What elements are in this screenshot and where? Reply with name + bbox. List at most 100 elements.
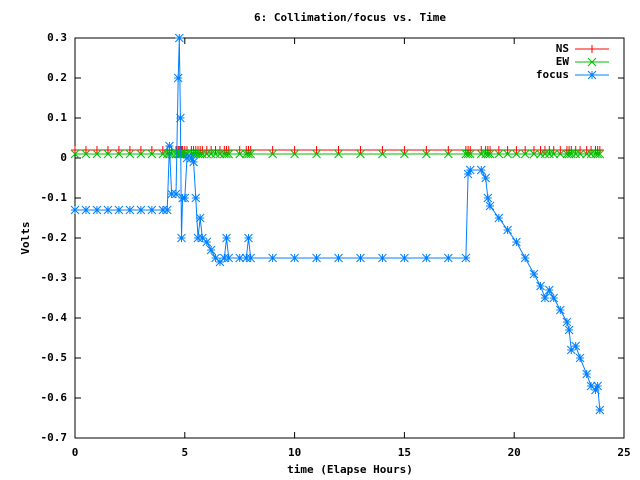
data-point (92, 149, 102, 159)
data-point (444, 146, 453, 154)
data-point (241, 149, 251, 159)
data-point (529, 149, 539, 159)
data-point (158, 205, 168, 215)
data-point (582, 149, 592, 159)
data-point (494, 146, 503, 154)
data-point (571, 149, 581, 159)
data-point (219, 149, 229, 159)
data-point (158, 149, 168, 159)
y-tick-label: -0.3 (41, 271, 68, 284)
data-point (356, 146, 365, 154)
data-point (211, 253, 220, 263)
data-point (586, 381, 596, 391)
data-point (136, 205, 146, 215)
data-point (443, 253, 453, 263)
data-point (202, 149, 212, 159)
data-point (503, 225, 512, 235)
data-point (540, 293, 550, 303)
data-point (92, 146, 101, 154)
data-point (564, 325, 574, 335)
data-point (378, 149, 387, 159)
data-point (224, 253, 234, 263)
data-point (92, 205, 102, 215)
data-point (193, 149, 203, 159)
data-point (483, 193, 493, 203)
data-point (571, 341, 581, 351)
data-point (81, 146, 90, 154)
legend-label: focus (536, 68, 569, 81)
data-point (486, 146, 495, 154)
data-point (81, 149, 91, 159)
data-point (544, 149, 554, 159)
data-point (461, 149, 471, 159)
data-point (268, 146, 277, 154)
data-point (334, 253, 343, 263)
y-axis-label: Volts (19, 221, 32, 254)
data-point (540, 149, 550, 159)
data-point (235, 253, 245, 263)
data-point (536, 149, 545, 159)
data-point (463, 169, 473, 179)
data-point (147, 149, 157, 159)
data-point (81, 205, 91, 215)
data-point (211, 149, 220, 159)
data-point (334, 149, 343, 159)
data-point (241, 253, 251, 263)
data-point (290, 146, 299, 154)
data-point (564, 149, 574, 159)
data-point (165, 141, 174, 151)
data-point (114, 205, 124, 215)
data-point (244, 149, 253, 159)
data-point (312, 146, 321, 154)
data-point (235, 149, 245, 159)
data-point (582, 369, 592, 379)
y-tick-label: -0.4 (41, 311, 68, 324)
data-point (215, 257, 225, 267)
data-point (422, 146, 431, 154)
data-point (549, 293, 559, 303)
data-point (114, 146, 123, 154)
data-point (180, 193, 190, 203)
y-tick-label: -0.6 (41, 391, 68, 404)
data-point (206, 245, 216, 255)
data-point (334, 146, 343, 154)
data-point (246, 149, 256, 159)
data-point (356, 149, 365, 159)
data-point (483, 149, 493, 159)
data-point (198, 149, 207, 159)
x-tick-label: 20 (508, 446, 521, 459)
y-tick-label: 0 (60, 151, 67, 164)
data-point (125, 149, 135, 159)
data-point (485, 149, 495, 159)
legend-marker (587, 70, 597, 80)
data-point (481, 173, 491, 183)
data-point (147, 205, 157, 215)
data-point (575, 353, 585, 363)
y-tick-label: -0.5 (41, 351, 68, 364)
data-point (461, 253, 471, 263)
y-tick-label: -0.1 (41, 191, 68, 204)
data-point (70, 149, 80, 159)
data-point (520, 253, 530, 263)
data-point (591, 149, 600, 159)
y-tick-label: 0.1 (47, 111, 67, 124)
data-point (103, 146, 112, 154)
data-point (246, 253, 256, 263)
data-point (549, 149, 559, 159)
x-tick-label: 25 (617, 446, 630, 459)
data-point (378, 146, 387, 154)
data-point (481, 149, 491, 159)
data-point (400, 149, 409, 159)
data-point (103, 149, 113, 159)
data-point (206, 149, 216, 159)
data-point (562, 149, 572, 159)
data-point (422, 253, 431, 263)
data-point (562, 317, 572, 327)
legend-label: NS (556, 42, 569, 55)
data-point (147, 146, 156, 154)
data-point (512, 149, 521, 159)
chart-title: 6: Collimation/focus vs. Time (254, 11, 446, 24)
data-point (555, 149, 565, 159)
data-point (400, 146, 409, 154)
